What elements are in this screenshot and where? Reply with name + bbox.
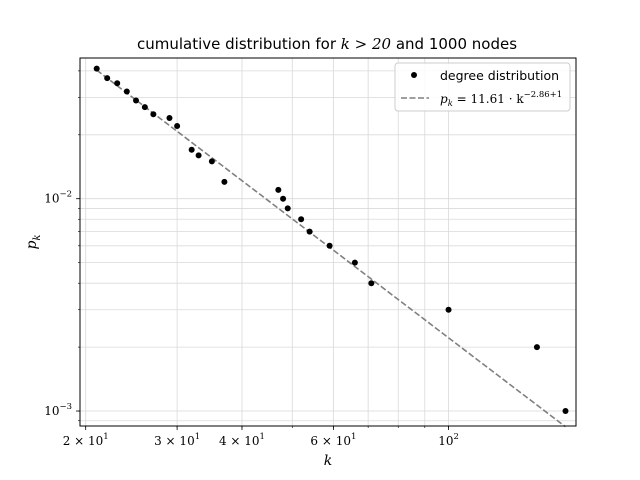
x-tick-label: 6 × 101 [310, 432, 356, 448]
data-point [93, 65, 100, 72]
fit-line [96, 69, 566, 428]
data-point [174, 123, 181, 130]
data-point [141, 104, 148, 111]
data-point [221, 178, 228, 185]
y-tick-label: 10−3 [44, 402, 72, 418]
data-point [533, 344, 540, 351]
data-point [123, 88, 130, 95]
data-point [368, 280, 375, 287]
legend-box [394, 62, 571, 112]
data-point [351, 259, 358, 266]
x-tick-label: 3 × 101 [154, 432, 200, 448]
y-axis-label: pk [24, 234, 43, 249]
data-point [166, 114, 173, 121]
y-tick-label: 10−2 [44, 190, 72, 206]
data-point [133, 97, 140, 104]
data-point [445, 306, 452, 313]
data-point [104, 75, 111, 82]
plot-frame [79, 57, 577, 427]
data-point [298, 216, 305, 223]
data-point [284, 205, 291, 212]
x-tick-label: 102 [438, 432, 459, 448]
plot-series [93, 65, 569, 428]
data-point [195, 152, 202, 159]
legend-label-degree: degree distribution [440, 68, 559, 83]
data-point [208, 158, 215, 165]
data-point [306, 228, 313, 235]
legend-marker-degree [411, 72, 417, 78]
chart-title: cumulative distribution for k > 20 and 1… [137, 35, 517, 53]
data-point [326, 242, 333, 249]
data-point [275, 186, 282, 193]
x-tick-label: 4 × 101 [219, 432, 265, 448]
data-point [562, 408, 569, 415]
grid [80, 58, 576, 426]
axis-ticks: 2 × 101 3 × 101 4 × 101 6 × 101 102 10−2 10−3 [44, 70, 459, 448]
x-axis-label: k [324, 453, 332, 469]
data-point [114, 80, 121, 87]
legend-label-fit: pk = 11.61 · k−2.86+1 [440, 90, 562, 109]
data-point [280, 195, 287, 202]
data-point [188, 146, 195, 153]
data-point [150, 111, 157, 118]
x-tick-label: 2 × 101 [63, 432, 109, 448]
legend: degree distribution pk = 11.61 · k−2.86+… [394, 62, 571, 112]
